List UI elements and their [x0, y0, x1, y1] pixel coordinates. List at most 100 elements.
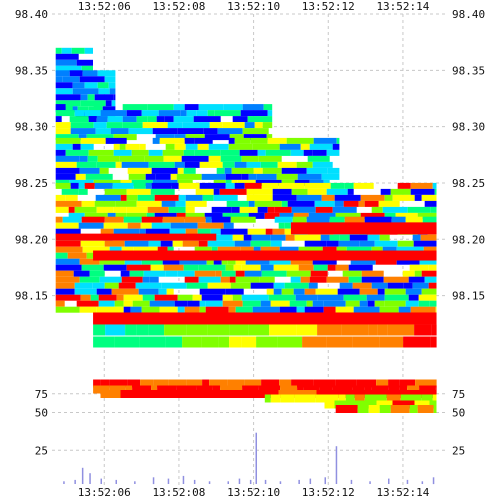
heatmap-cell — [312, 149, 327, 156]
heatmap-cell — [122, 122, 143, 129]
heatmap-cell — [242, 300, 261, 307]
heatmap-cell — [367, 234, 380, 241]
heatmap-cell — [326, 188, 348, 195]
heatmap-cell — [240, 246, 254, 253]
heatmap-cell — [175, 200, 186, 207]
heatmap-cell — [185, 143, 198, 150]
x-tick-label-top: 13:52:08 — [152, 0, 205, 13]
volume-bar — [89, 473, 91, 484]
heatmap-cell — [126, 188, 151, 195]
heatmap-cell — [392, 194, 415, 201]
volume-bar — [369, 481, 371, 484]
heatmap-cell — [174, 143, 186, 150]
heatmap-cell — [70, 128, 96, 135]
heatmap-cell — [397, 240, 414, 247]
heatmap-cell — [339, 282, 353, 289]
heatmap-cell — [55, 194, 66, 201]
heatmap-cell — [184, 216, 206, 223]
heatmap-cell — [270, 234, 286, 241]
heatmap-cell — [177, 294, 193, 301]
heatmap-cell — [298, 264, 314, 271]
heatmap-cell — [384, 194, 393, 201]
lower-heatmap-cell — [278, 390, 301, 398]
lower-heatmap-cell — [209, 379, 228, 388]
heatmap-cell — [273, 264, 299, 271]
lower-heatmap-cell — [339, 390, 352, 398]
heatmap-cell — [81, 264, 104, 271]
heatmap-cell — [123, 306, 131, 313]
lower-heatmap-cell — [400, 394, 422, 403]
heatmap-cell — [430, 206, 437, 213]
heatmap-cell — [132, 300, 150, 307]
heatmap-cell — [248, 324, 270, 336]
heatmap-cell — [277, 336, 303, 348]
y-tick-label-left: 98.25 — [15, 177, 48, 190]
volume-bar — [350, 479, 353, 484]
heatmap-cell — [94, 94, 114, 101]
heatmap-cell — [342, 270, 362, 277]
heatmap-cell — [120, 270, 130, 277]
heatmap-cell — [218, 336, 230, 348]
heatmap-cell — [428, 282, 437, 289]
lower-heatmap-cell — [420, 390, 437, 398]
heatmap-cell — [366, 294, 385, 301]
heatmap-cell — [251, 234, 271, 241]
heatmap-cell — [215, 270, 222, 277]
heatmap-cell — [114, 300, 124, 307]
heatmap-cell — [281, 288, 294, 295]
lower-heatmap-cell — [432, 394, 437, 403]
lower-heatmap-cell — [328, 390, 340, 398]
heatmap-cell — [137, 194, 155, 201]
heatmap-cell — [155, 173, 171, 180]
heatmap-cell — [268, 294, 296, 301]
heatmap-cell — [384, 212, 396, 219]
heatmap-cell — [211, 206, 232, 213]
heatmap-cell — [74, 288, 97, 295]
heatmap-cell — [55, 240, 81, 247]
heatmap-cell — [161, 282, 187, 289]
heatmap-cell — [418, 294, 437, 301]
heatmap-cell — [244, 270, 262, 277]
heatmap-cell — [74, 110, 85, 117]
heatmap-cell — [359, 288, 378, 295]
heatmap-cell — [380, 188, 391, 195]
heatmap-cell — [106, 122, 123, 129]
lower-heatmap-cell — [120, 390, 129, 398]
heatmap-cell — [100, 228, 114, 235]
heatmap-cell — [308, 282, 318, 289]
heatmap-cell — [321, 173, 340, 180]
heatmap-cell — [204, 212, 223, 219]
heatmap-cell — [69, 70, 83, 77]
heatmap-cell — [220, 149, 240, 156]
heatmap-cell — [290, 276, 301, 283]
y-tick-label-right: 98.30 — [452, 121, 485, 134]
heatmap-cell — [151, 222, 171, 229]
lower-heatmap-cell — [258, 390, 272, 398]
heatmap-cell — [266, 288, 274, 295]
heatmap-cell — [335, 306, 354, 313]
heatmap-cell — [69, 116, 89, 123]
heatmap-cell — [204, 134, 230, 141]
heatmap-cell — [223, 104, 243, 111]
lower-heatmap-cell — [297, 385, 304, 394]
lower-heatmap-cell — [128, 390, 151, 398]
heatmap-cell — [93, 250, 437, 261]
lower-heatmap-cell — [201, 390, 224, 398]
heatmap-cell — [317, 324, 342, 336]
heatmap-cell — [55, 270, 74, 277]
heatmap-cell — [141, 306, 160, 313]
heatmap-cell — [296, 306, 305, 313]
heatmap-cell — [162, 258, 180, 265]
heatmap-cell — [408, 276, 425, 283]
heatmap-cell — [205, 300, 223, 307]
heatmap-cell — [55, 59, 77, 66]
heatmap-cell — [154, 194, 179, 201]
heatmap-cell — [312, 258, 337, 265]
heatmap-cell — [104, 188, 127, 195]
heatmap-cell — [55, 264, 82, 271]
heatmap-cell — [152, 128, 178, 135]
heatmap-cell — [209, 122, 223, 129]
lower-heatmap-cell — [433, 405, 437, 413]
lower-heatmap-cell — [251, 390, 259, 398]
heatmap-cell — [306, 300, 313, 307]
